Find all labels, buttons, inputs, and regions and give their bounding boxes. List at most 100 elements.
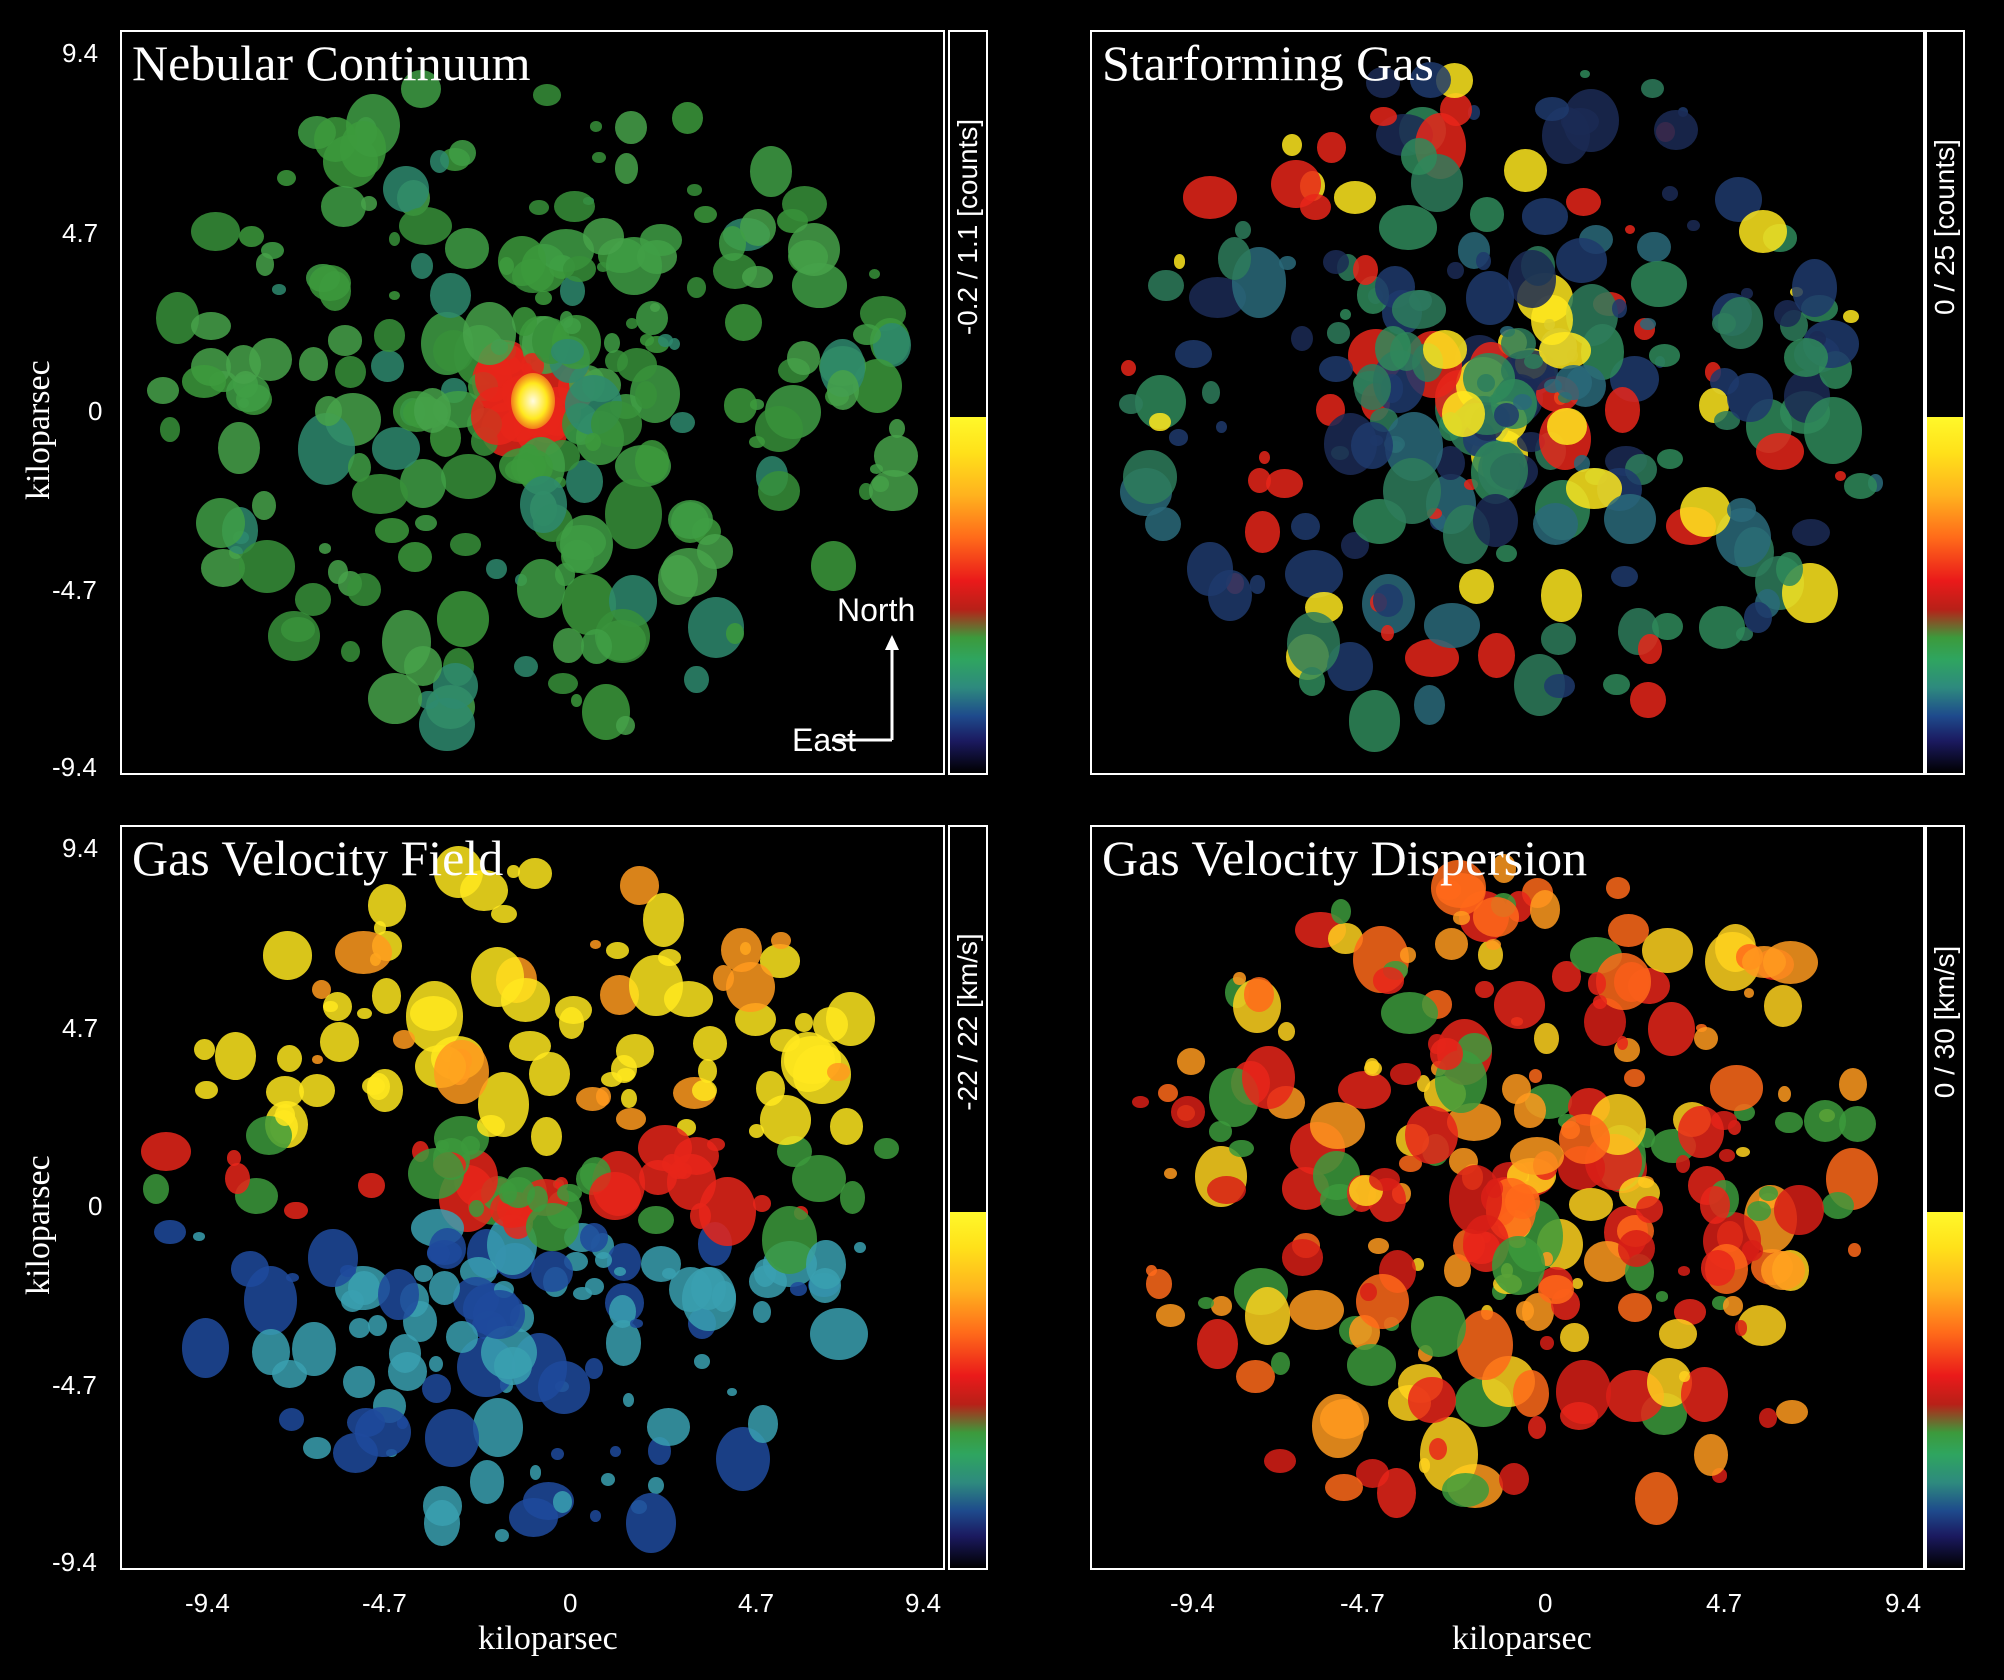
map-texture-blob xyxy=(812,1007,848,1043)
map-texture-blob xyxy=(1843,309,1860,324)
map-texture-blob xyxy=(1778,1086,1791,1103)
map-texture-blob xyxy=(638,1205,675,1234)
map-texture-blob xyxy=(1368,1238,1389,1254)
map-texture-blob xyxy=(531,1251,574,1293)
map-texture-blob xyxy=(388,1352,428,1392)
map-texture-blob xyxy=(1157,1083,1178,1103)
map-texture-blob xyxy=(1278,1022,1296,1042)
map-texture-blob xyxy=(381,609,432,675)
map-texture-blob xyxy=(409,996,458,1032)
map-texture-blob xyxy=(308,1229,358,1287)
map-texture-blob xyxy=(806,1239,846,1289)
map-texture-blob xyxy=(615,715,635,736)
panel-starforming-gas: Starforming Gas 0 / 25 [counts] xyxy=(0,0,2004,810)
map-starforming-gas: Starforming Gas xyxy=(1090,30,1925,775)
map-texture-blob xyxy=(463,302,516,365)
map-texture-blob xyxy=(1611,299,1628,319)
map-texture-blob xyxy=(1364,1060,1383,1077)
map-texture-blob xyxy=(1197,1297,1214,1310)
map-texture-blob xyxy=(571,694,582,708)
map-texture-blob xyxy=(1377,1467,1417,1519)
map-texture-blob xyxy=(621,1089,637,1109)
map-texture-blob xyxy=(589,1510,601,1522)
map-texture-blob xyxy=(698,1058,718,1084)
map-texture-blob xyxy=(1756,432,1805,471)
map-texture-blob xyxy=(1747,1200,1771,1222)
map-texture-blob xyxy=(1456,1309,1513,1380)
map-texture-blob xyxy=(1279,256,1297,271)
map-texture-blob xyxy=(1372,584,1403,617)
map-texture-blob xyxy=(181,365,227,399)
map-texture-blob xyxy=(1791,518,1831,546)
map-texture-blob xyxy=(1574,455,1590,472)
map-texture-blob xyxy=(548,672,578,694)
map-texture-blob xyxy=(1571,1277,1584,1290)
map-texture-blob xyxy=(314,116,357,162)
map-texture-blob xyxy=(770,1028,800,1053)
map-texture-blob xyxy=(191,311,231,340)
map-texture-blob xyxy=(1352,255,1378,286)
map-texture-blob xyxy=(1834,470,1847,482)
y-tick-label: 9.4 xyxy=(62,833,99,863)
map-texture-blob xyxy=(616,347,658,382)
map-texture-blob xyxy=(759,1095,811,1145)
map-texture-blob xyxy=(1532,503,1579,546)
map-texture-blob xyxy=(723,388,758,423)
map-texture-blob xyxy=(276,1044,302,1072)
map-texture-blob xyxy=(534,290,553,306)
map-texture-blob xyxy=(1369,106,1398,127)
map-texture-blob xyxy=(752,1195,772,1213)
x-tick-label: 9.4 xyxy=(905,1588,942,1618)
map-texture-blob xyxy=(1290,513,1320,541)
map-texture-blob xyxy=(1710,1065,1764,1111)
map-texture-blob xyxy=(1603,673,1630,695)
map-texture-blob xyxy=(686,277,707,299)
map-texture-blob xyxy=(622,1393,634,1407)
map-texture-blob xyxy=(1640,317,1656,330)
map-texture-blob xyxy=(826,370,859,411)
map-texture-blob xyxy=(388,231,401,246)
map-texture-blob xyxy=(1512,1369,1550,1417)
map-texture-blob xyxy=(1700,1186,1731,1224)
map-texture-blob xyxy=(1439,93,1472,127)
map-texture-blob xyxy=(314,395,343,426)
map-texture-blob xyxy=(1411,1258,1424,1272)
map-texture-blob xyxy=(1164,1167,1177,1179)
map-texture-blob xyxy=(469,1460,505,1505)
map-texture-blob xyxy=(421,1374,451,1404)
y-tick-label: 0 xyxy=(88,1191,103,1221)
map-texture-blob xyxy=(868,268,881,280)
map-texture-blob xyxy=(1464,478,1479,491)
map-texture-blob xyxy=(1197,1319,1238,1370)
map-texture-blob xyxy=(1333,181,1377,214)
map-texture-blob xyxy=(1120,359,1137,377)
map-texture-blob xyxy=(1427,507,1442,520)
map-texture-blob xyxy=(378,1269,419,1321)
map-texture-blob xyxy=(1453,911,1470,925)
map-texture-blob xyxy=(477,1115,505,1138)
map-texture-blob xyxy=(513,655,539,678)
map-texture-blob xyxy=(1605,876,1630,899)
y-tick-label: -4.7 xyxy=(52,575,97,605)
map-texture-blob xyxy=(787,341,820,375)
map-texture-blob xyxy=(1727,372,1774,423)
map-texture-blob xyxy=(1491,854,1517,883)
map-texture-blob xyxy=(741,265,773,289)
map-texture-blob xyxy=(1217,236,1252,280)
map-texture-blob xyxy=(1515,1300,1534,1321)
y-tick-label: -9.4 xyxy=(52,1547,97,1577)
map-texture-blob xyxy=(272,283,287,295)
map-texture-blob xyxy=(1286,611,1341,676)
map-texture-blob xyxy=(1348,690,1401,752)
map-texture-blob xyxy=(1608,913,1649,947)
map-texture-blob xyxy=(840,1181,866,1214)
map-texture-blob xyxy=(1351,421,1394,469)
y-tick-label: 9.4 xyxy=(62,38,99,68)
map-texture-blob xyxy=(616,1068,635,1082)
map-texture-blob xyxy=(1375,326,1412,372)
map-texture-blob xyxy=(294,583,332,617)
map-texture-blob xyxy=(1680,487,1732,537)
map-texture-blob xyxy=(1149,412,1171,432)
map-texture-blob xyxy=(1604,494,1656,544)
map-texture-blob xyxy=(411,253,434,279)
